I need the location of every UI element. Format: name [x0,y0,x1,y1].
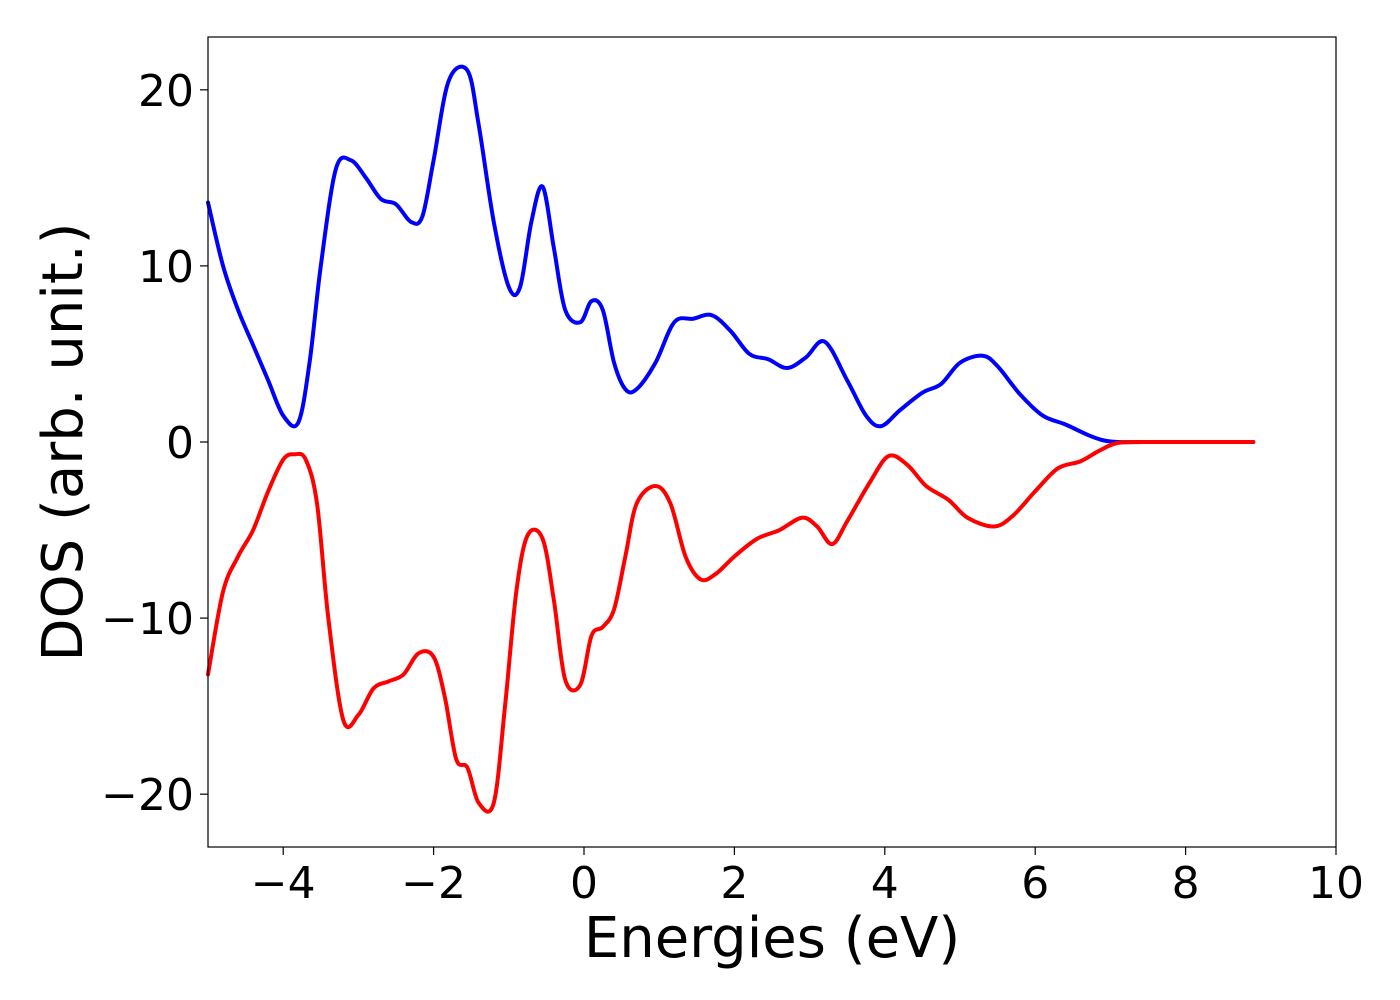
series-layer [206,64,1256,814]
x-tick-label: 0 [570,858,598,909]
x-tick-label: 4 [871,858,899,909]
x-tick-label: 10 [1308,858,1364,909]
series-line-blue [206,64,1256,445]
x-tick-label: 2 [720,858,748,909]
y-tick-label: −10 [101,594,194,645]
y-axis-title: DOS (arb. unit.) [31,222,96,661]
x-tick-label: −4 [251,858,316,909]
y-tick-label: 20 [138,66,194,117]
x-tick-label: 8 [1172,858,1200,909]
series-line-red [206,439,1256,814]
x-axis-title: Energies (eV) [584,906,960,971]
x-tick-label: −2 [401,858,466,909]
y-tick-label: −20 [101,770,194,821]
x-tick-label: 6 [1021,858,1049,909]
y-tick-label: 0 [166,418,194,469]
y-tick-label: 10 [138,242,194,293]
